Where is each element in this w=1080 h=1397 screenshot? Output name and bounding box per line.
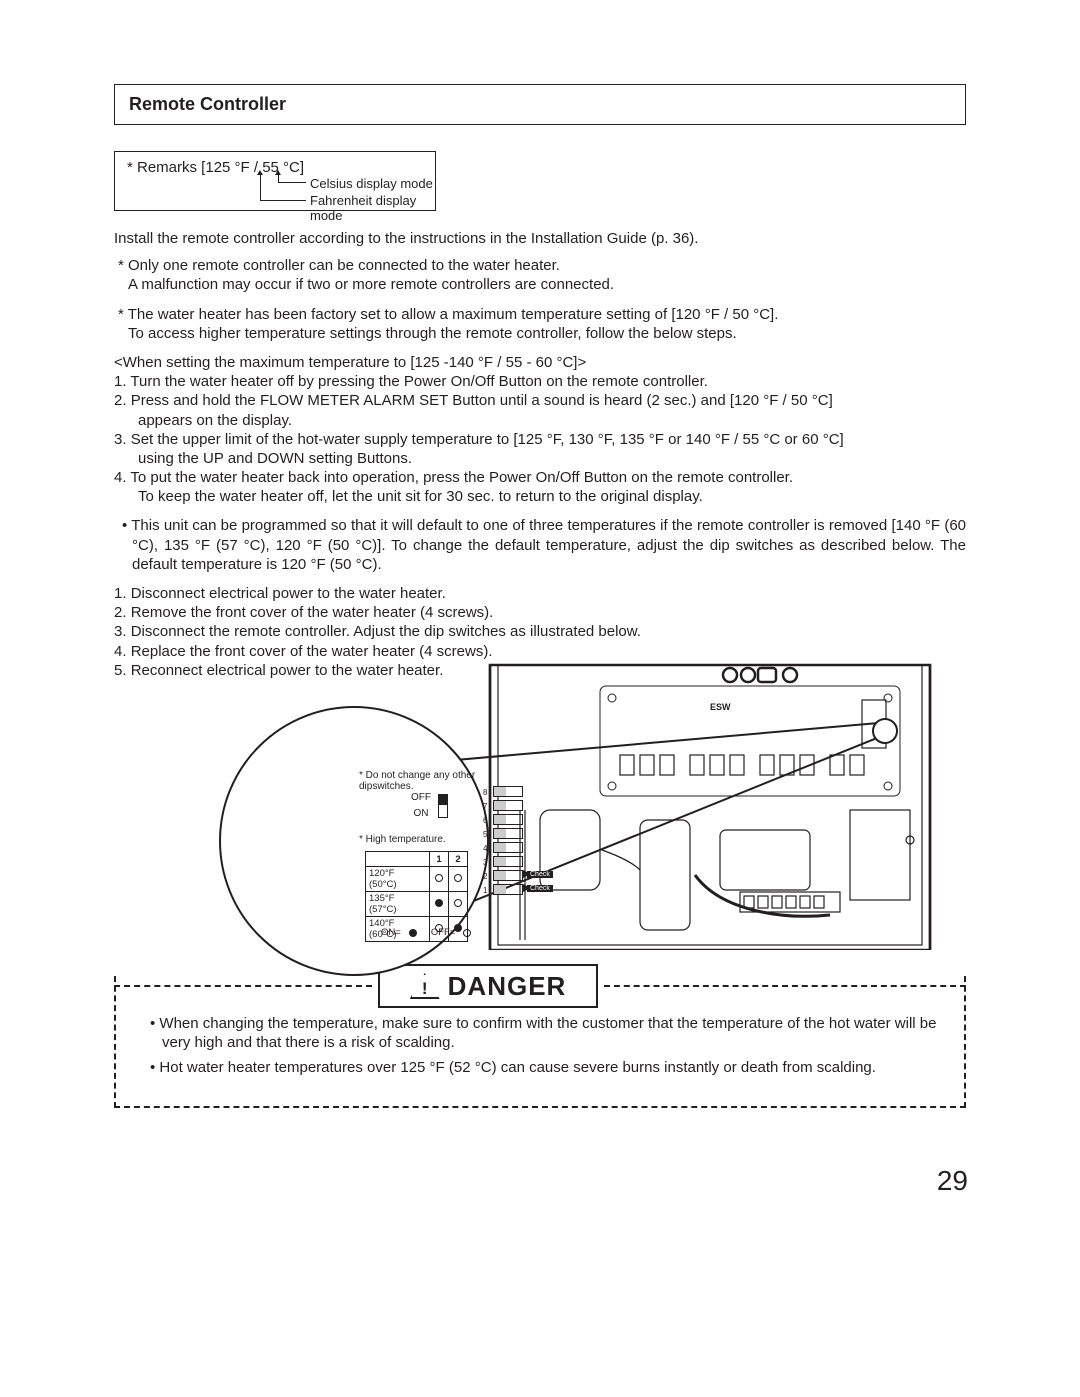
- arrow-icon: [519, 868, 531, 898]
- heater-drawing: ESW: [480, 660, 960, 950]
- dip-switch-icon: [493, 842, 523, 853]
- page-number: 29: [937, 1165, 968, 1197]
- arrow-icon: [275, 170, 281, 175]
- step-4: 4. To put the water heater back into ope…: [114, 468, 966, 487]
- star-note-2: * The water heater has been factory set …: [114, 305, 966, 343]
- step2-4: 4. Replace the front cover of the water …: [114, 642, 966, 661]
- step-1: 1. Turn the water heater off by pressing…: [114, 372, 966, 391]
- bullet-default-temp: • This unit can be programmed so that it…: [114, 516, 966, 574]
- table-row: 1 2: [366, 852, 468, 867]
- dip-switch-numbers: 1 2 3 4 5 6 7 8: [483, 786, 487, 898]
- dip-switch-icon: [493, 800, 523, 811]
- step-3: 3. Set the upper limit of the hot-water …: [114, 430, 966, 449]
- remarks-celsius: Celsius display mode: [310, 176, 433, 191]
- intro-text: Install the remote controller according …: [114, 229, 966, 248]
- diagram-area: ESW: [114, 660, 966, 960]
- body-text: Install the remote controller according …: [114, 229, 966, 680]
- dip-switch-icon: [493, 786, 523, 797]
- callout-line: [260, 174, 261, 200]
- when-heading: <When setting the maximum temperature to…: [114, 353, 966, 372]
- step2-1: 1. Disconnect electrical power to the wa…: [114, 584, 966, 603]
- step2-3: 3. Disconnect the remote controller. Adj…: [114, 622, 966, 641]
- dot-open-icon: [454, 899, 462, 907]
- table-row: 120°F (50°C): [366, 867, 468, 892]
- dip-switch-sample-icon: [438, 794, 448, 818]
- arrow-icon: [257, 170, 263, 175]
- dip-switch-callout: * Do not change any other dipswitches. O…: [219, 706, 489, 976]
- callout-line: [278, 174, 279, 182]
- remarks-fahrenheit: Fahrenheit display mode: [310, 193, 435, 223]
- dot-filled-icon: [435, 899, 443, 907]
- dot-open-icon: [463, 929, 471, 937]
- callout-line: [260, 200, 306, 201]
- callout-line: [278, 182, 306, 183]
- dot-open-icon: [435, 874, 443, 882]
- dot-open-icon: [454, 874, 462, 882]
- danger-word: DANGER: [448, 971, 567, 1002]
- dip-switch-locator: [872, 718, 898, 744]
- dip-note-high-temp: * High temperature.: [359, 834, 446, 845]
- step2-2: 2. Remove the front cover of the water h…: [114, 603, 966, 622]
- danger-bullet: • Hot water heater temperatures over 125…: [150, 1058, 942, 1077]
- section-title: Remote Controller: [129, 94, 286, 114]
- remarks-box: * Remarks [125 °F / 55 °C] Celsius displ…: [114, 151, 436, 211]
- star-note-1: * Only one remote controller can be conn…: [114, 256, 966, 294]
- warning-triangle-icon: [410, 973, 440, 999]
- dip-switch-icon: [493, 814, 523, 825]
- dip-legend: ON= OFF=: [381, 927, 471, 938]
- step-2: 2. Press and hold the FLOW METER ALARM S…: [114, 391, 966, 410]
- dot-filled-icon: [409, 929, 417, 937]
- dip-switch-icon: [493, 828, 523, 839]
- danger-bullet: • When changing the temperature, make su…: [150, 1014, 942, 1052]
- svg-text:ESW: ESW: [710, 702, 731, 712]
- dip-off-on-labels: OFF ON: [411, 790, 431, 822]
- dip-switch-icon: [493, 856, 523, 867]
- danger-label: DANGER: [378, 964, 598, 1008]
- dip-note-no-change: * Do not change any other dipswitches.: [359, 770, 487, 792]
- heater-svg: ESW: [480, 660, 960, 950]
- section-title-box: Remote Controller: [114, 84, 966, 125]
- table-row: 135°F (57°C): [366, 892, 468, 917]
